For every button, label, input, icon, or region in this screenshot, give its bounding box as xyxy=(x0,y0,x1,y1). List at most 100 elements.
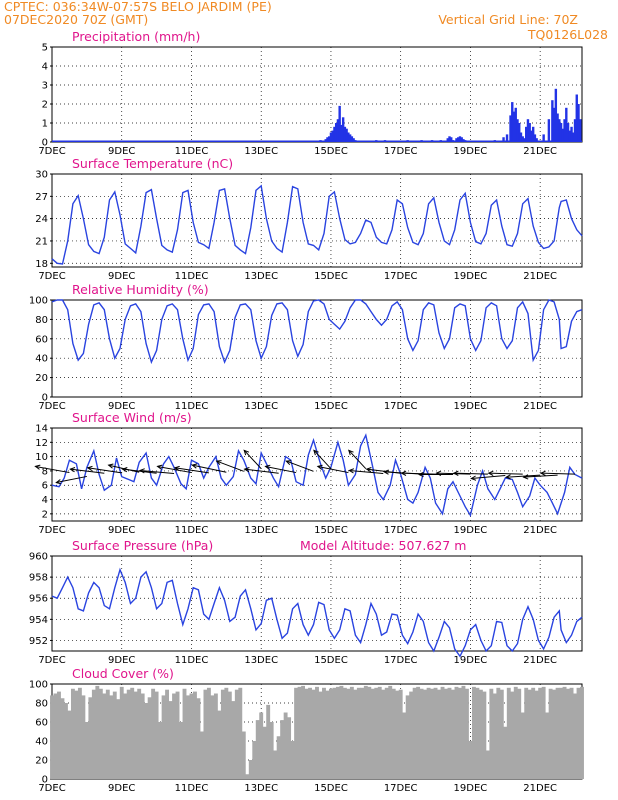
cloud-bar xyxy=(339,685,344,779)
panel-title: Relative Humidity (%) xyxy=(72,282,209,297)
precip-bar xyxy=(523,138,526,142)
cloud-bar xyxy=(266,704,271,779)
cloud-bar xyxy=(360,687,365,779)
cloud-bar xyxy=(109,695,114,779)
cloud-bar xyxy=(290,741,295,779)
x-tick-label: 13DEC xyxy=(244,525,278,536)
wind-arrow xyxy=(506,474,541,478)
wind-arrow xyxy=(471,474,506,480)
cloud-bar xyxy=(196,698,201,779)
cloud-bar xyxy=(349,686,354,779)
x-tick-label: 11DEC xyxy=(175,271,209,282)
cloud-bar xyxy=(175,691,180,779)
cloud-bar xyxy=(503,726,508,779)
cloud-bar xyxy=(325,690,330,779)
cloud-bar xyxy=(238,687,243,779)
cloud-bar xyxy=(297,686,302,779)
precip-bar xyxy=(448,136,451,142)
wind-arrow-head xyxy=(191,463,198,469)
wind-arrow-head xyxy=(69,467,76,473)
cloud-bar xyxy=(193,691,197,779)
wind-arrow-head xyxy=(348,468,355,474)
precip-bar xyxy=(341,117,345,142)
y-tick-label: 60 xyxy=(35,718,48,729)
precip-bar xyxy=(345,128,348,142)
precip-bar xyxy=(446,138,449,142)
precip-bar xyxy=(512,111,516,142)
y-tick-label: 0 xyxy=(42,775,48,786)
cloud-bar xyxy=(545,712,550,779)
cloud-bar xyxy=(151,688,156,779)
x-tick-label: 17DEC xyxy=(384,783,418,794)
cloud-bar xyxy=(161,695,166,779)
precip-bar xyxy=(329,132,333,142)
x-tick-label: 19DEC xyxy=(454,525,488,536)
panel-4: 2 4 6 8 10 12 14 7DEC 9DEC 11DEC 13DEC 15DEC 17DEC 19… xyxy=(34,410,583,536)
cloud-bar xyxy=(95,685,100,779)
wind-arrow-head xyxy=(173,465,180,472)
precip-bar xyxy=(502,137,505,142)
cloud-bar xyxy=(517,688,522,779)
cloud-bar xyxy=(50,695,54,779)
cloud-bar xyxy=(451,689,455,779)
y-tick-label: 80 xyxy=(35,315,48,326)
cloud-bar xyxy=(444,688,448,779)
precip-bar xyxy=(547,119,551,142)
cloud-bar xyxy=(241,731,246,779)
cloud-bar xyxy=(524,687,529,779)
cloud-bar xyxy=(203,689,208,779)
wind-arrow-head xyxy=(522,474,529,480)
precip-bar xyxy=(535,138,538,142)
precip-bar xyxy=(455,138,458,142)
cloud-bar xyxy=(123,693,128,779)
y-tick-label: 952 xyxy=(29,636,48,647)
wind-arrow-head xyxy=(156,464,163,470)
cloud-bar xyxy=(70,688,75,779)
wind-arrow xyxy=(313,450,332,470)
wind-arrow xyxy=(488,472,523,475)
header-date: 07DEC2020 70Z (GMT) xyxy=(4,12,148,27)
cloud-bar xyxy=(423,689,428,779)
x-tick-label: 9DEC xyxy=(108,401,135,412)
x-tick-label: 7DEC xyxy=(38,783,65,794)
precip-bar xyxy=(514,107,517,142)
wind-arrow-head xyxy=(34,464,41,470)
cloud-bar xyxy=(259,712,264,779)
precip-bar xyxy=(334,123,338,142)
x-tick-label: 21DEC xyxy=(523,271,557,282)
cloud-bar xyxy=(437,689,441,779)
cloud-bar xyxy=(566,688,570,779)
cloud-bar xyxy=(367,686,372,779)
wind-arrow xyxy=(436,472,471,475)
y-tick-label: 4 xyxy=(42,495,48,506)
wind-arrow-head xyxy=(138,468,145,474)
cloud-bar xyxy=(458,687,462,779)
plot-frame xyxy=(51,299,583,398)
precip-bar xyxy=(338,105,341,142)
cloud-bar xyxy=(172,693,176,779)
cloud-bar xyxy=(67,710,72,779)
x-tick-label: 15DEC xyxy=(314,271,348,282)
cloud-bar xyxy=(77,687,82,779)
x-tick-label: 15DEC xyxy=(314,655,348,666)
precip-bar xyxy=(352,138,355,142)
cloud-bar xyxy=(489,688,494,779)
y-tick-label: 954 xyxy=(29,615,48,626)
cloud-bar xyxy=(81,695,86,779)
cloud-bar xyxy=(496,687,501,779)
wind-arrow xyxy=(348,450,367,470)
cloud-bar xyxy=(430,688,435,779)
precip-bar xyxy=(554,88,558,142)
y-tick-label: 100 xyxy=(29,296,48,307)
series-line xyxy=(51,567,583,658)
cloud-bar xyxy=(227,691,232,779)
cloud-bar xyxy=(426,687,431,779)
precip-bar xyxy=(457,137,460,142)
x-tick-label: 9DEC xyxy=(108,655,135,666)
cloud-bar xyxy=(165,689,170,779)
precip-bar xyxy=(331,130,334,142)
cloud-bar xyxy=(409,691,414,779)
x-tick-label: 15DEC xyxy=(314,783,348,794)
panel-title: Surface Pressure (hPa) xyxy=(72,538,213,553)
precip-bar xyxy=(573,119,577,142)
